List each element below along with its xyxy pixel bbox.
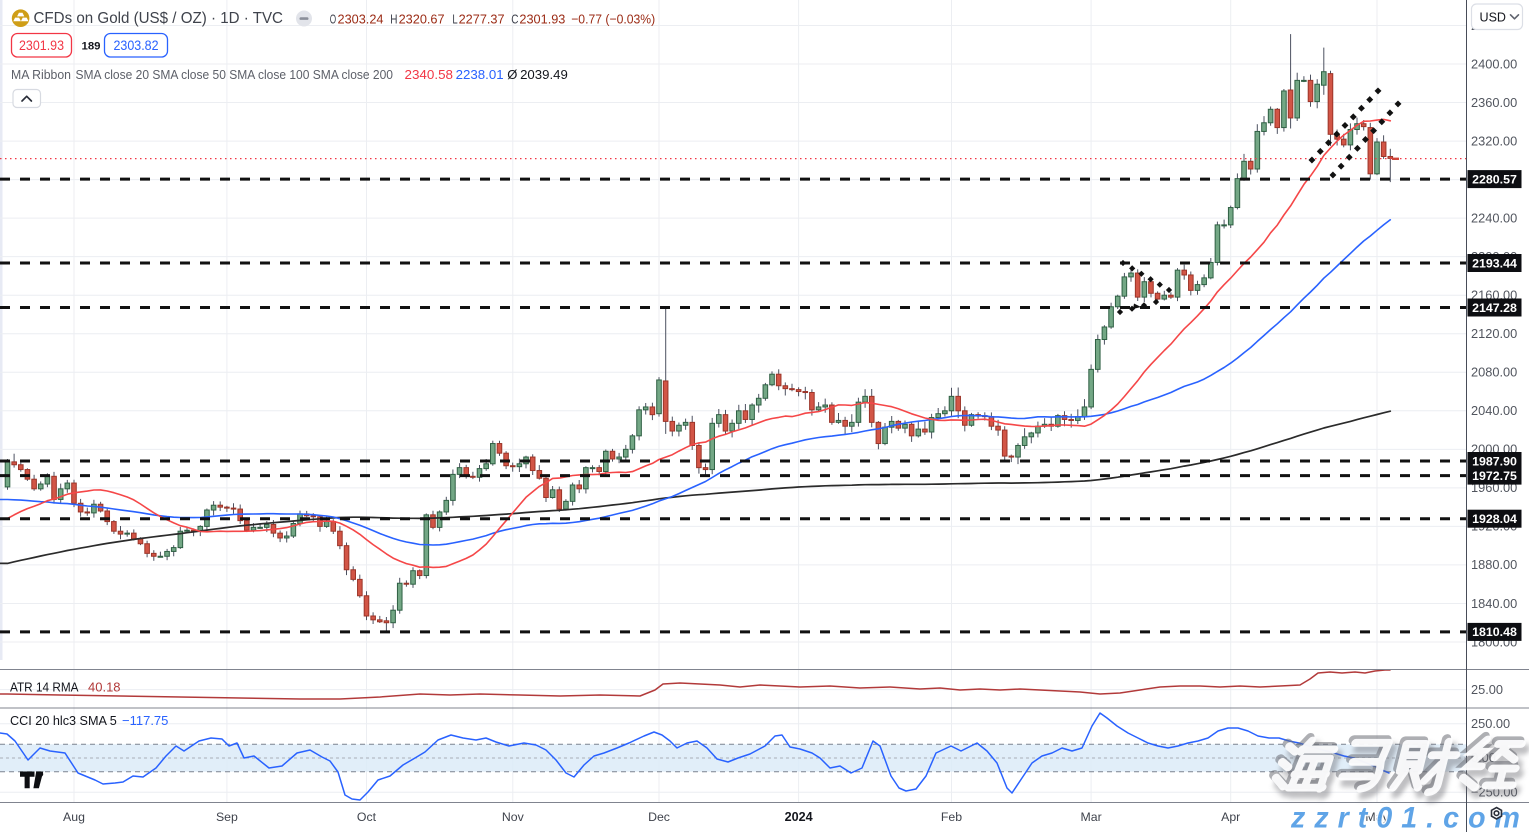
svg-text:Ø: Ø (507, 67, 517, 82)
svg-text:ATR 14 RMA: ATR 14 RMA (10, 680, 79, 695)
svg-text:250.00: 250.00 (1471, 716, 1510, 731)
svg-text:May: May (1365, 810, 1389, 824)
svg-text:25.00: 25.00 (1471, 682, 1503, 697)
svg-text:1928.04: 1928.04 (1472, 512, 1517, 526)
svg-text:MA Ribbon: MA Ribbon (11, 67, 71, 82)
svg-text:zzrt01.com: zzrt01.com (1290, 802, 1529, 833)
svg-text:Sep: Sep (216, 810, 238, 824)
svg-text:1972.75: 1972.75 (1472, 469, 1517, 483)
svg-text:2024: 2024 (785, 810, 813, 824)
svg-text:2303.82: 2303.82 (114, 38, 159, 53)
svg-text:CCI 20 hlc3 SMA 5: CCI 20 hlc3 SMA 5 (10, 713, 117, 728)
svg-text:2039.49: 2039.49 (520, 67, 568, 82)
svg-text:2240.00: 2240.00 (1471, 210, 1517, 225)
svg-text:Apr: Apr (1221, 810, 1240, 824)
svg-text:USD: USD (1480, 10, 1507, 25)
svg-text:2277.37: 2277.37 (459, 11, 505, 26)
svg-text:2320.00: 2320.00 (1471, 133, 1517, 148)
svg-text:2340.58: 2340.58 (405, 67, 454, 82)
svg-text:SMA close 20 SMA close 50 SMA: SMA close 20 SMA close 50 SMA close 100 … (76, 67, 394, 82)
svg-text:2301.93: 2301.93 (19, 38, 64, 53)
svg-text:Feb: Feb (941, 810, 962, 824)
svg-text:2400.00: 2400.00 (1471, 56, 1517, 71)
svg-text:C: C (511, 11, 518, 26)
svg-text:L: L (452, 11, 457, 26)
svg-text:1810.48: 1810.48 (1472, 625, 1517, 639)
svg-text:−117.75: −117.75 (122, 713, 168, 728)
svg-text:2147.28: 2147.28 (1472, 301, 1517, 315)
svg-text:1987.90: 1987.90 (1472, 454, 1517, 468)
svg-text:2280.57: 2280.57 (1472, 172, 1517, 186)
svg-text:2303.24: 2303.24 (338, 11, 384, 26)
svg-text:H: H (390, 11, 397, 26)
svg-text:−0.77 (−0.03%): −0.77 (−0.03%) (571, 11, 655, 26)
svg-text:O: O (330, 11, 336, 26)
svg-text:2040.00: 2040.00 (1471, 403, 1517, 418)
svg-text:2193.44: 2193.44 (1472, 256, 1517, 270)
svg-text:189: 189 (82, 41, 101, 53)
svg-text:2320.67: 2320.67 (399, 11, 445, 26)
svg-text:2238.01: 2238.01 (456, 67, 504, 82)
svg-text:Aug: Aug (63, 810, 85, 824)
svg-text:Nov: Nov (502, 810, 525, 824)
svg-text:Mar: Mar (1081, 810, 1102, 824)
svg-text:2080.00: 2080.00 (1471, 365, 1517, 380)
svg-text:CFDs on Gold (US$ / OZ) · 1D ·: CFDs on Gold (US$ / OZ) · 1D · TVC (34, 10, 284, 27)
svg-text:1880.00: 1880.00 (1471, 557, 1517, 572)
svg-text:40.18: 40.18 (88, 680, 121, 695)
svg-text:2301.93: 2301.93 (519, 11, 565, 26)
svg-text:1840.00: 1840.00 (1471, 596, 1517, 611)
svg-text:Oct: Oct (357, 810, 377, 824)
svg-text:Dec: Dec (648, 810, 670, 824)
svg-text:2120.00: 2120.00 (1471, 326, 1517, 341)
svg-text:2360.00: 2360.00 (1471, 95, 1517, 110)
